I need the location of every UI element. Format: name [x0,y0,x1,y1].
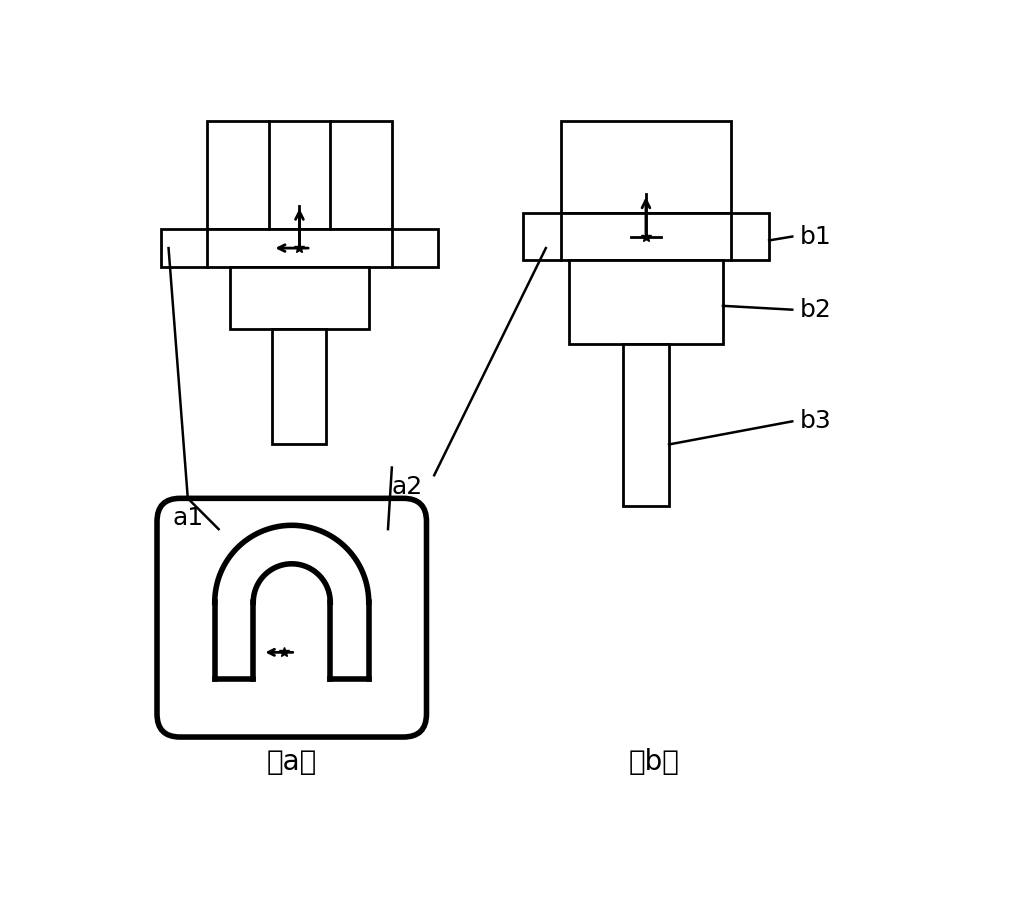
Bar [560,121,730,214]
Text: b2: b2 [799,298,832,322]
FancyBboxPatch shape [157,498,426,737]
Text: b1: b1 [799,225,830,248]
Bar [207,121,391,229]
Text: （b）: （b） [628,747,679,776]
Bar [522,214,768,260]
Bar [569,260,722,344]
Text: b3: b3 [799,410,830,433]
Text: （a）: （a） [266,747,317,776]
Bar [161,229,437,267]
Text: a1: a1 [172,506,204,530]
Bar [272,329,326,445]
Bar [230,267,369,329]
Bar [623,344,668,506]
Text: a2: a2 [391,476,423,499]
